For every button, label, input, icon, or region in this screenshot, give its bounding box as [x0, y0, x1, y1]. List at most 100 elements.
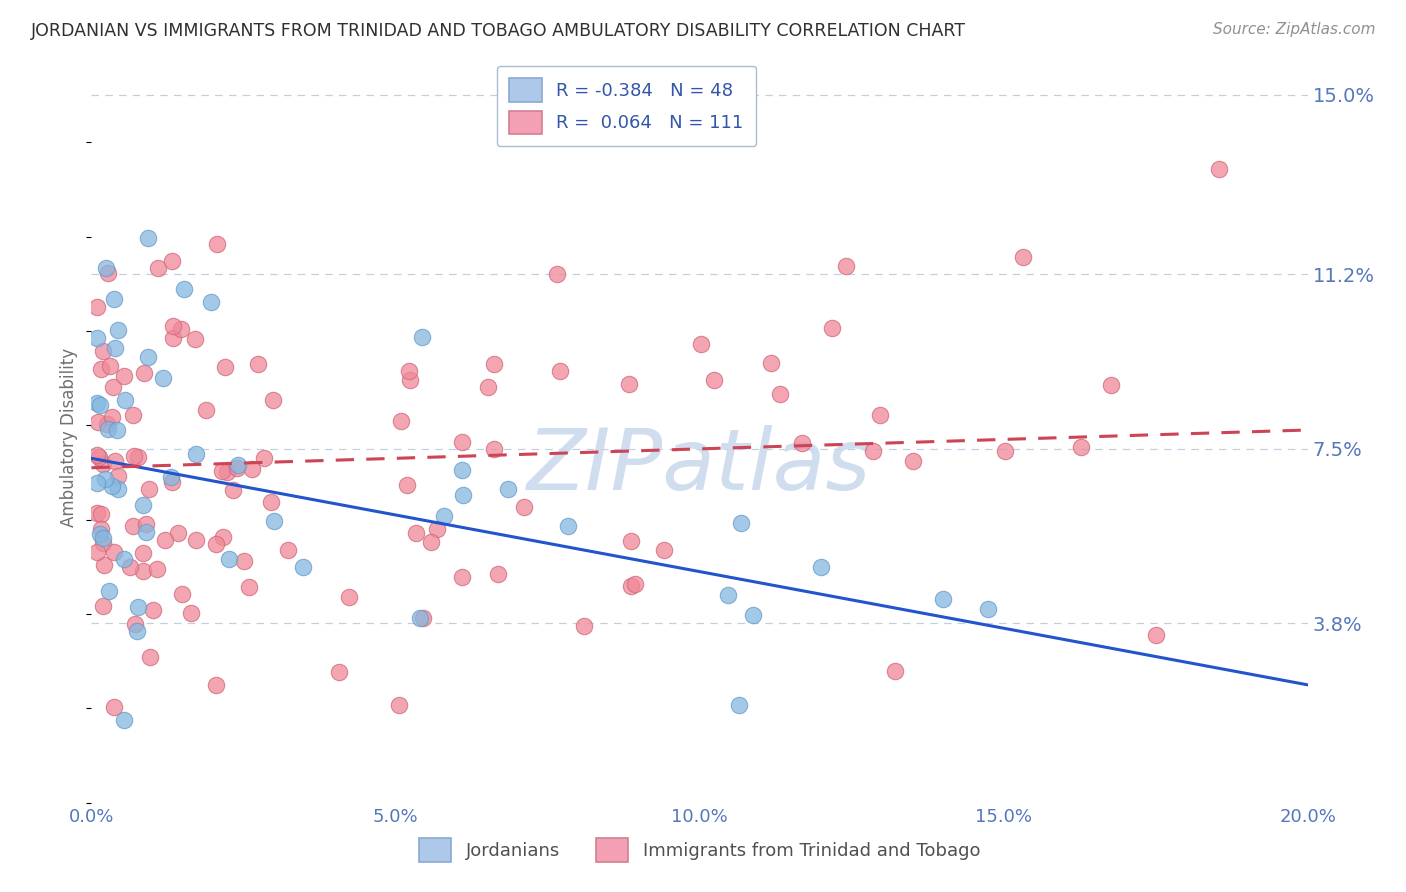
Point — [240, 462, 263, 476]
Point — [135, 524, 157, 539]
Point — [482, 357, 505, 371]
Point — [97, 583, 120, 598]
Point — [121, 519, 143, 533]
Text: Source: ZipAtlas.com: Source: ZipAtlas.com — [1212, 22, 1375, 37]
Point — [205, 678, 228, 692]
Point — [337, 591, 360, 605]
Point — [104, 341, 127, 355]
Point — [136, 350, 159, 364]
Point — [232, 553, 254, 567]
Point — [91, 599, 114, 614]
Point — [89, 526, 111, 541]
Point — [769, 387, 792, 401]
Point — [136, 231, 159, 245]
Point — [146, 261, 169, 276]
Point — [572, 619, 595, 633]
Point — [730, 516, 752, 530]
Point — [184, 332, 207, 346]
Point — [451, 570, 474, 584]
Point — [620, 533, 643, 548]
Point — [391, 414, 413, 428]
Point — [118, 559, 141, 574]
Point — [172, 587, 194, 601]
Point — [214, 359, 236, 374]
Point — [931, 591, 953, 606]
Point — [91, 344, 114, 359]
Point — [105, 423, 128, 437]
Point — [901, 454, 924, 468]
Point — [260, 495, 283, 509]
Point — [86, 506, 108, 520]
Point — [94, 260, 117, 275]
Point — [89, 398, 111, 412]
Point — [328, 665, 350, 679]
Point — [86, 395, 108, 409]
Point — [195, 402, 218, 417]
Point — [160, 475, 183, 489]
Point — [132, 546, 155, 560]
Point — [160, 254, 183, 268]
Point — [142, 603, 165, 617]
Point — [292, 560, 315, 574]
Point — [717, 588, 740, 602]
Point — [262, 393, 284, 408]
Point — [166, 525, 188, 540]
Point — [138, 482, 160, 496]
Point — [617, 376, 640, 391]
Point — [97, 266, 120, 280]
Point — [411, 330, 433, 344]
Point — [420, 535, 443, 549]
Point — [90, 507, 112, 521]
Point — [652, 543, 675, 558]
Point — [451, 488, 474, 502]
Point — [409, 610, 432, 624]
Point — [1101, 378, 1123, 392]
Point — [86, 415, 108, 429]
Point — [127, 599, 149, 614]
Point — [114, 714, 136, 728]
Point — [86, 300, 108, 314]
Point — [398, 363, 420, 377]
Point — [433, 509, 456, 524]
Point — [173, 282, 195, 296]
Point — [101, 479, 124, 493]
Point — [135, 516, 157, 531]
Point — [112, 551, 135, 566]
Point — [101, 380, 124, 394]
Point — [107, 468, 129, 483]
Point — [759, 356, 782, 370]
Point — [218, 552, 240, 566]
Point — [810, 560, 832, 574]
Point — [132, 564, 155, 578]
Point — [1208, 162, 1230, 177]
Point — [412, 611, 434, 625]
Point — [546, 268, 568, 282]
Point — [226, 461, 249, 475]
Point — [222, 483, 245, 497]
Point — [93, 472, 115, 486]
Point — [405, 525, 427, 540]
Point — [486, 567, 509, 582]
Point — [238, 580, 260, 594]
Point — [132, 366, 155, 380]
Point — [93, 558, 115, 573]
Y-axis label: Ambulatory Disability: Ambulatory Disability — [60, 348, 79, 526]
Text: JORDANIAN VS IMMIGRANTS FROM TRINIDAD AND TOBAGO AMBULATORY DISABILITY CORRELATI: JORDANIAN VS IMMIGRANTS FROM TRINIDAD AN… — [31, 22, 966, 40]
Point — [91, 532, 114, 546]
Point — [498, 482, 520, 496]
Point — [211, 530, 233, 544]
Point — [112, 368, 135, 383]
Point — [742, 607, 765, 622]
Point — [624, 577, 647, 591]
Point — [820, 321, 842, 335]
Point — [451, 463, 474, 477]
Point — [703, 373, 725, 387]
Point — [100, 409, 122, 424]
Point — [90, 522, 112, 536]
Point — [477, 380, 499, 394]
Point — [395, 477, 418, 491]
Point — [98, 359, 121, 373]
Point — [93, 457, 115, 471]
Point — [132, 498, 155, 512]
Point — [1070, 440, 1092, 454]
